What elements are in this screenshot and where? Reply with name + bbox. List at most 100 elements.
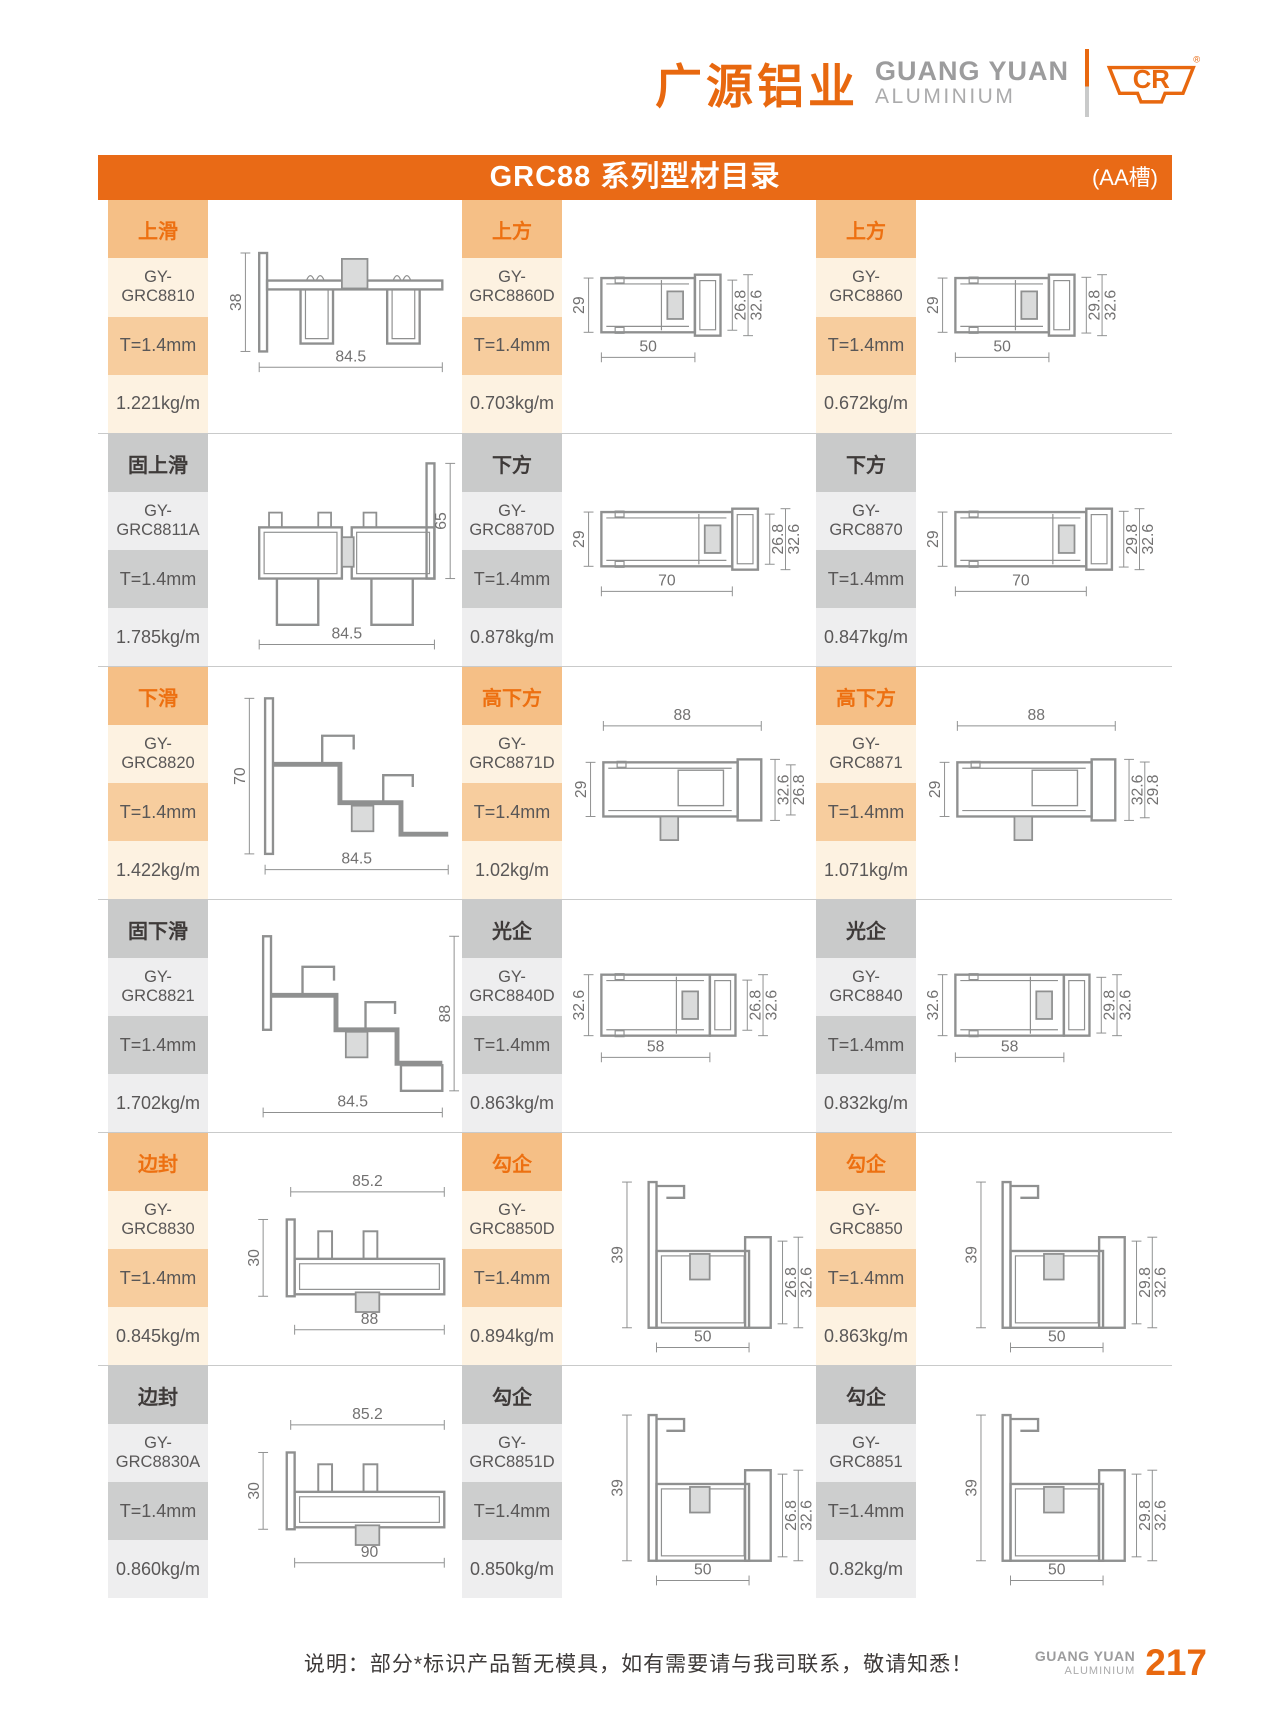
cell-category: 下方 [462, 434, 562, 492]
profile-drawing: 88 84.5 [208, 900, 462, 1132]
page-number: 217 [1145, 1642, 1207, 1683]
cell-code: GY-GRC8810 [108, 258, 208, 317]
profile-drawing-svg: 85.2 30 88 [246, 1173, 446, 1335]
cell-weight: 0.863kg/m [462, 1074, 562, 1132]
dimension-label: 29 [925, 296, 942, 314]
cell-thickness: T=1.4mm [816, 783, 916, 841]
profile-drawing: 29 26.8 32.6 70 [562, 434, 816, 666]
profile-table: 上滑 GY-GRC8810 T=1.4mm 1.221kg/m 38 84.5 上方 GY-G… [98, 200, 1172, 1598]
dimension-label: 90 [361, 1544, 379, 1561]
dimension-label: 88 [437, 1005, 454, 1023]
profile-cell: 勾企 GY-GRC8851 T=1.4mm 0.82kg/m 39 29.8 32.6 50 [816, 1366, 1170, 1598]
dimension-label: 26.8 [783, 1500, 800, 1531]
footer-brand-top: GUANG YUAN [1034, 1648, 1136, 1665]
cell-category: 高下方 [816, 667, 916, 725]
cell-category: 光企 [816, 900, 916, 958]
cell-weight: 0.847kg/m [816, 608, 916, 666]
cell-weight: 1.221kg/m [108, 374, 208, 433]
profile-cell: 上方 GY-GRC8860D T=1.4mm 0.703kg/m 29 26.8 32.6 5… [462, 200, 816, 433]
cell-code: GY-GRC8840D [462, 958, 562, 1016]
footer-brand-bottom: ALUMINIUM [1064, 1664, 1136, 1677]
cell-thickness: T=1.4mm [462, 316, 562, 375]
series-title-bar: GRC88 系列型材目录 (AA槽) [98, 155, 1172, 200]
cell-code: GY-GRC8820 [108, 725, 208, 783]
profile-drawing-svg: 29 26.832.6 70 [571, 507, 803, 597]
profile-drawing: 88 29 32.6 29.8 [916, 667, 1170, 899]
cell-category: 上方 [816, 200, 916, 259]
cell-labels: 勾企 GY-GRC8850D T=1.4mm 0.894kg/m [462, 1133, 562, 1365]
cell-code: GY-GRC8840 [816, 958, 916, 1016]
cell-weight: 0.82kg/m [816, 1540, 916, 1598]
cell-thickness: T=1.4mm [816, 1249, 916, 1307]
cell-thickness: T=1.4mm [108, 1016, 208, 1074]
profile-drawing: 70 84.5 [208, 667, 462, 899]
profile-cell: 上滑 GY-GRC8810 T=1.4mm 1.221kg/m 38 84.5 [108, 200, 462, 433]
profile-drawing: 29 29.8 32.6 70 [916, 434, 1170, 666]
cell-code: GY-GRC8860D [462, 258, 562, 317]
dimension-label: 29 [573, 780, 590, 798]
profile-drawing: 85.2 30 90 [208, 1366, 462, 1598]
dimension-label: 70 [232, 767, 249, 785]
cell-labels: 上滑 GY-GRC8810 T=1.4mm 1.221kg/m [108, 200, 208, 433]
profile-drawing-svg: 39 26.832.6 50 [610, 1180, 816, 1353]
catalog-row: 边封 GY-GRC8830 T=1.4mm 0.845kg/m 85.2 30 88 勾企 GY… [98, 1132, 1172, 1365]
cell-labels: 固下滑 GY-GRC8821 T=1.4mm 1.702kg/m [108, 900, 208, 1132]
profile-drawing: 32.6 26.8 32.6 58 [562, 900, 816, 1132]
cell-category: 光企 [462, 900, 562, 958]
cell-thickness: T=1.4mm [462, 1249, 562, 1307]
dimension-label: 39 [610, 1479, 627, 1497]
catalog-row: 下滑 GY-GRC8820 T=1.4mm 1.422kg/m 70 84.5 高下方 GY-… [98, 666, 1172, 899]
profile-cell: 勾企 GY-GRC8851D T=1.4mm 0.850kg/m 39 26.8 32.6 5… [462, 1366, 816, 1598]
profile-drawing: 39 26.8 32.6 50 [562, 1133, 816, 1365]
dimension-label: 84.5 [337, 1094, 368, 1111]
cell-category: 固下滑 [108, 900, 208, 958]
cell-thickness: T=1.4mm [816, 316, 916, 375]
profile-drawing-svg: 88 29 32.629.8 [927, 707, 1162, 841]
dimension-label: 29.8 [1087, 290, 1104, 321]
profile-drawing: 38 84.5 [208, 200, 462, 433]
cell-thickness: T=1.4mm [108, 1249, 208, 1307]
cell-category: 勾企 [816, 1366, 916, 1424]
profile-cell: 边封 GY-GRC8830A T=1.4mm 0.860kg/m 85.2 30 90 [108, 1366, 462, 1598]
profile-drawing-svg: 88 84.5 [261, 935, 460, 1118]
profile-drawing-svg: 39 29.832.6 50 [964, 1180, 1170, 1353]
dimension-label: 88 [1028, 707, 1046, 724]
dimension-label: 32.6 [1153, 1500, 1170, 1531]
dimension-label: 26.8 [770, 524, 787, 555]
dimension-label: 26.8 [791, 774, 808, 805]
dimension-label: 32.6 [925, 990, 942, 1021]
brand-name-english: GUANG YUAN ALUMINIUM [875, 57, 1069, 107]
dimension-label: 32.6 [1140, 524, 1157, 555]
cell-code: GY-GRC8850D [462, 1191, 562, 1249]
dimension-label: 32.6 [748, 290, 765, 321]
cell-weight: 1.071kg/m [816, 841, 916, 899]
profile-drawing-svg: 32.6 26.832.658 [571, 973, 780, 1063]
cell-code: GY-GRC8871 [816, 725, 916, 783]
profile-cell: 光企 GY-GRC8840D T=1.4mm 0.863kg/m 32.6 26.8 32.… [462, 900, 816, 1132]
cell-weight: 0.703kg/m [462, 374, 562, 433]
cell-code: GY-GRC8860 [816, 258, 916, 317]
cell-category: 边封 [108, 1133, 208, 1191]
cell-labels: 下方 GY-GRC8870D T=1.4mm 0.878kg/m [462, 434, 562, 666]
cell-labels: 固上滑 GY-GRC8811A T=1.4mm 1.785kg/m [108, 434, 208, 666]
cell-labels: 下滑 GY-GRC8820 T=1.4mm 1.422kg/m [108, 667, 208, 899]
dimension-label: 26.8 [733, 290, 750, 321]
profile-cell: 下滑 GY-GRC8820 T=1.4mm 1.422kg/m 70 84.5 [108, 667, 462, 899]
cell-labels: 高下方 GY-GRC8871D T=1.4mm 1.02kg/m [462, 667, 562, 899]
cell-category: 固上滑 [108, 434, 208, 492]
profile-cell: 勾企 GY-GRC8850 T=1.4mm 0.863kg/m 39 29.8 32.6 50 [816, 1133, 1170, 1365]
profile-drawing: 88 29 32.6 26.8 [562, 667, 816, 899]
profile-drawing-svg: 70 84.5 [232, 697, 449, 875]
dimension-label: 32.6 [1117, 990, 1134, 1021]
profile-drawing-svg: 29 26.832.6 50 [571, 273, 765, 363]
cell-weight: 0.878kg/m [462, 608, 562, 666]
cell-thickness: T=1.4mm [816, 1016, 916, 1074]
cell-code: GY-GRC8851D [462, 1424, 562, 1482]
dimension-label: 29.8 [1124, 524, 1141, 555]
dimension-label: 29.8 [1137, 1267, 1154, 1298]
cell-thickness: T=1.4mm [108, 783, 208, 841]
profile-drawing: 29 29.8 32.6 50 [916, 200, 1170, 433]
cell-weight: 0.894kg/m [462, 1307, 562, 1365]
cell-code: GY-GRC8851 [816, 1424, 916, 1482]
cell-labels: 上方 GY-GRC8860D T=1.4mm 0.703kg/m [462, 200, 562, 433]
